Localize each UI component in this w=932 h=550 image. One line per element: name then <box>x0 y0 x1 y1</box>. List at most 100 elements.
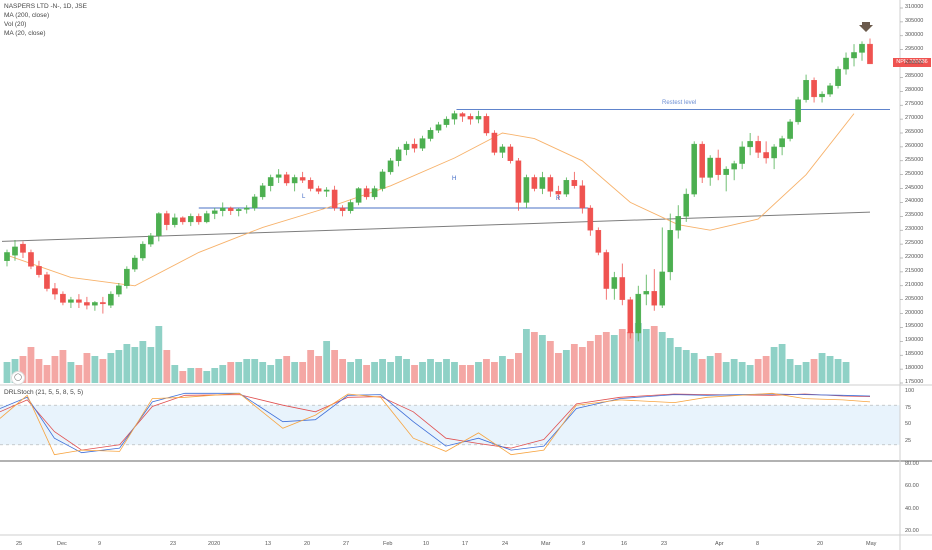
candle-body <box>307 180 314 189</box>
candle-body <box>251 196 258 209</box>
date-tick-label: 23 <box>661 541 668 547</box>
volume-bar <box>75 365 83 383</box>
candle-body <box>20 243 26 253</box>
candle-body <box>195 216 202 223</box>
volume-bar <box>554 353 562 383</box>
volume-bar <box>762 356 770 383</box>
volume-bar <box>666 338 674 383</box>
candle-body <box>507 146 514 161</box>
volume-bar <box>339 359 347 383</box>
date-tick-label: Mar <box>541 541 551 547</box>
volume-bar <box>3 362 11 383</box>
price-tick-label: 250000 <box>905 170 924 177</box>
volume-bar <box>371 362 378 383</box>
volume-bar <box>818 353 826 383</box>
candle-body <box>827 85 833 95</box>
candle-body <box>323 189 330 192</box>
volume-bar <box>363 365 370 383</box>
price-tick-label: 300000 <box>905 31 924 38</box>
candle-body <box>283 174 290 184</box>
price-tick-label: 195000 <box>905 323 924 330</box>
volume-bar <box>403 359 410 383</box>
date-tick-label: 24 <box>502 541 509 547</box>
candle-body <box>187 216 194 223</box>
candle-body <box>52 288 58 295</box>
volume-bar <box>211 368 219 383</box>
volume-bar <box>650 326 658 383</box>
date-tick-label: 13 <box>265 541 272 547</box>
date-tick-label: 25 <box>16 541 23 547</box>
candle-body <box>467 116 474 120</box>
volume-bar <box>690 353 698 383</box>
candle-body <box>739 146 745 164</box>
volume-bar <box>626 332 634 383</box>
price-tick-label: 240000 <box>905 198 924 205</box>
candle-body <box>691 143 698 195</box>
volume-bar <box>443 359 450 383</box>
stoch-tick-label: 50 <box>905 421 912 427</box>
last-price: 289886 <box>909 59 928 65</box>
volume-bar <box>99 359 107 383</box>
candle-body <box>4 252 10 261</box>
candle-body <box>156 213 162 236</box>
legend-stoch: DRLStoch (21, 5, 5, 8, 5, 5) <box>4 389 84 396</box>
volume-bar <box>307 350 315 383</box>
volume-bar <box>267 365 275 383</box>
volume-bar <box>530 332 538 383</box>
candle-body <box>483 116 490 134</box>
candle-body <box>747 141 753 148</box>
stoch-tick-label: 25 <box>905 437 912 444</box>
volume-bar <box>522 329 530 383</box>
volume-bar <box>507 359 514 383</box>
volume-bar <box>562 350 570 383</box>
eye-icon[interactable]: ◯ <box>11 371 25 385</box>
candle-body <box>683 193 690 217</box>
volume-bar <box>746 365 754 383</box>
date-tick-label: 8 <box>756 541 760 547</box>
price-tick-label: 290000 <box>905 59 924 66</box>
volume-bar <box>419 362 426 383</box>
candle-body <box>643 291 650 295</box>
candle-body <box>395 149 402 161</box>
volume-bar <box>459 365 466 383</box>
volume-bar <box>435 362 442 383</box>
date-tick-label: 9 <box>582 541 586 547</box>
volume-bar <box>483 359 490 383</box>
volume-bar <box>243 359 251 383</box>
candle-body <box>851 52 857 59</box>
volume-bar <box>155 326 163 383</box>
volume-bar <box>754 359 762 383</box>
volume-bar <box>842 362 850 383</box>
price-tick-label: 270000 <box>905 115 924 122</box>
candle-body <box>795 99 801 123</box>
volume-bar <box>610 335 618 383</box>
price-tick-label: 265000 <box>905 129 924 135</box>
candle-body <box>172 217 178 225</box>
label-h: H <box>452 176 457 182</box>
candle-body <box>403 143 410 150</box>
candle-body <box>651 291 658 306</box>
price-tick-label: 260000 <box>905 142 924 149</box>
volume-bar <box>546 341 554 383</box>
price-tick-label: 175000 <box>905 379 924 385</box>
candle-body <box>243 207 250 210</box>
resistance-label: Restest level <box>662 100 697 106</box>
volume-bar <box>738 362 746 383</box>
volume-bar <box>586 341 594 383</box>
volume-bar <box>195 368 203 383</box>
date-tick-label: Apr <box>715 541 724 547</box>
volume-bar <box>682 350 690 383</box>
price-tick-label: 305000 <box>905 17 924 24</box>
price-tick-label: 255000 <box>905 156 924 163</box>
stochastic-pane <box>0 392 900 456</box>
volume-bar <box>475 362 482 383</box>
volume-bar <box>35 359 43 383</box>
candle-body <box>363 188 370 198</box>
chart-title: NASPERS LTD -N-, 1D, JSE <box>4 3 87 10</box>
candle-body <box>12 246 18 256</box>
candle-body <box>475 116 482 120</box>
volume-bar <box>674 347 682 383</box>
volume-bar <box>67 362 75 383</box>
candle-body <box>843 57 849 70</box>
